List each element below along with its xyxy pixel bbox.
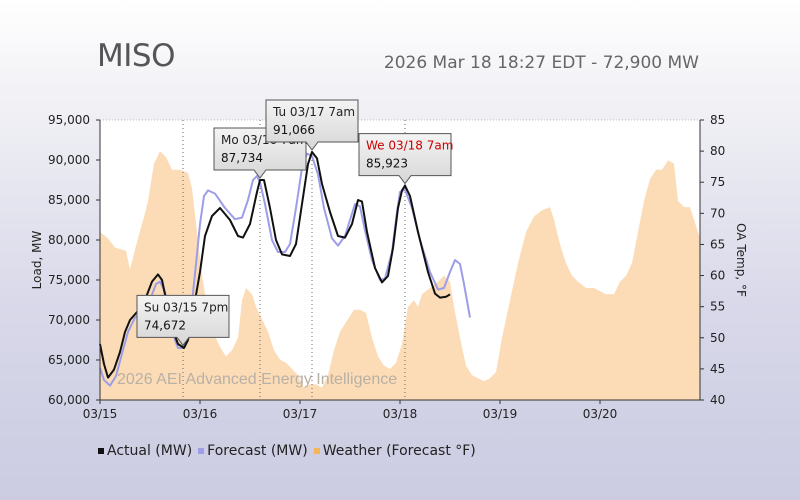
- tooltip-label: Su 03/15 7pm: [144, 300, 228, 314]
- x-tick-label: 03/19: [483, 407, 518, 421]
- tooltip-value: 74,672: [144, 318, 186, 332]
- y-tick-label: 90,000: [48, 153, 90, 167]
- y-tick-label: 60,000: [48, 393, 90, 407]
- actual-line-layer: [99, 151, 451, 379]
- y2-tick-label: 40: [710, 393, 725, 407]
- legend-swatch-actual: [98, 448, 104, 454]
- y2-tick-label: 45: [710, 362, 725, 376]
- y-tick-label: 85,000: [48, 193, 90, 207]
- y-tick-label: 75,000: [48, 273, 90, 287]
- tooltip-value: 87,734: [221, 151, 263, 165]
- legend-item-weather[interactable]: Weather (Forecast °F): [313, 443, 476, 459]
- weather-area-layer: [100, 151, 700, 400]
- y2-tick-label: 75: [710, 175, 725, 189]
- y2-tick-label: 70: [710, 206, 725, 220]
- tooltip-value: 85,923: [366, 157, 408, 171]
- legend-label-weather: Weather (Forecast °F): [322, 443, 476, 459]
- watermark: 2026 AEI Advanced Energy Intelligence: [117, 371, 397, 388]
- axes: 60,000 65,000 70,000 75,000 80,000 85,000 90,0…: [30, 113, 748, 421]
- tooltip: Su 03/15 7pm 74,672: [136, 294, 230, 347]
- x-tick-label: 03/17: [283, 407, 318, 421]
- y2-tick-label: 65: [710, 237, 725, 251]
- x-tick-label: 03/20: [583, 407, 618, 421]
- x-tick-label: 03/18: [383, 407, 418, 421]
- tooltip: Tu 03/17 7am 91,066: [265, 99, 359, 151]
- tooltip-box: [136, 294, 230, 347]
- legend-item-actual[interactable]: Actual (MW): [98, 443, 192, 459]
- x-tick-label: 03/15: [83, 407, 118, 421]
- tooltip-value: 91,066: [273, 123, 315, 137]
- y2-tick-label: 55: [710, 300, 725, 314]
- page-title: MISO: [97, 38, 175, 74]
- y2-axis-label: OA Temp, °F: [734, 223, 748, 297]
- y-tick-label: 80,000: [48, 233, 90, 247]
- legend-swatch-forecast: [198, 448, 205, 454]
- tooltip-box: [358, 133, 452, 185]
- y2-tick-label: 85: [710, 113, 725, 127]
- legend: Actual (MW) Forecast (MW) Weather (Forec…: [98, 443, 476, 459]
- tooltip: We 03/18 7am 85,923: [358, 133, 453, 185]
- y-tick-label: 70,000: [48, 313, 90, 327]
- timestamp-subtitle: 2026 Mar 18 18:27 EDT - 72,900 MW: [383, 53, 699, 73]
- legend-label-forecast: Forecast (MW): [207, 443, 308, 459]
- tooltip-label: Tu 03/17 7am: [272, 105, 355, 119]
- y-tick-label: 95,000: [48, 113, 90, 127]
- legend-item-forecast[interactable]: Forecast (MW): [198, 443, 308, 459]
- y-axis-label: Load, MW: [30, 231, 44, 290]
- annotation-guides: [182, 120, 406, 400]
- tooltip-label: We 03/18 7am: [366, 139, 453, 153]
- watermark-text: 2026 AEI Advanced Energy Intelligence: [117, 371, 397, 388]
- y2-tick-label: 60: [710, 269, 725, 283]
- y-tick-label: 65,000: [48, 353, 90, 367]
- y2-tick-label: 50: [710, 331, 725, 345]
- series-weather-area: [100, 151, 700, 400]
- tooltip-box: [265, 99, 359, 151]
- y2-tick-label: 80: [710, 144, 725, 158]
- series-actual-line: [99, 151, 451, 379]
- legend-label-actual: Actual (MW): [107, 443, 193, 459]
- legend-swatch-weather: [313, 448, 320, 454]
- x-tick-label: 03/16: [183, 407, 218, 421]
